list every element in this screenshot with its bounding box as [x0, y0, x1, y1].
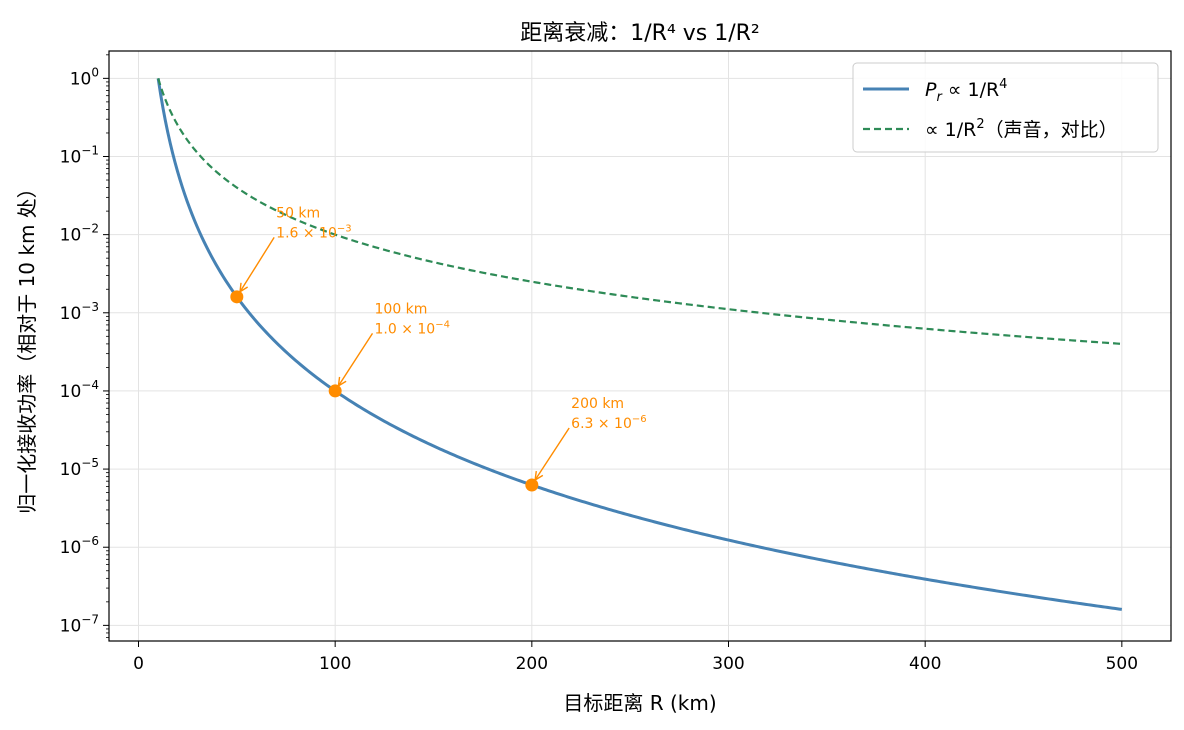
y-tick-label: 10−5: [60, 456, 99, 480]
y-tick-base: 10: [60, 147, 82, 167]
legend-text-part: （声音，对比）: [985, 119, 1118, 141]
y-tick-exponent: −6: [81, 534, 99, 548]
y-tick-base: 10: [60, 538, 82, 558]
y-tick-label: 10−7: [60, 612, 99, 636]
legend-text-part: ∝ 1/R: [942, 79, 999, 101]
y-tick-base: 10: [70, 69, 92, 89]
y-tick-exponent: −1: [81, 143, 99, 157]
annotation-arrow-line: [239, 237, 275, 293]
legend-text-part: P: [925, 79, 937, 101]
y-tick-exponent: 0: [91, 65, 99, 79]
annotation-value-label: 6.3 × 10−6: [571, 414, 646, 432]
annotation-value-exponent: −4: [435, 319, 450, 330]
legend-text-sub: r: [936, 90, 943, 105]
annotation-distance-label: 200 km: [571, 396, 624, 412]
x-tick-label: 100: [319, 654, 351, 674]
annotation-arrow-line: [337, 333, 374, 387]
y-tick-base: 10: [60, 616, 82, 636]
y-tick-base: 10: [60, 382, 82, 402]
y-tick-label: 100: [70, 65, 99, 89]
data-point-marker: [525, 478, 539, 492]
y-tick-exponent: −5: [81, 456, 99, 470]
y-tick-exponent: −2: [81, 222, 99, 236]
annotation-arrow-line: [534, 427, 570, 481]
annotation-distance-label: 100 km: [375, 301, 428, 317]
annotation-value-exponent: −3: [337, 223, 352, 234]
y-tick-base: 10: [60, 304, 82, 324]
x-tick-label: 0: [133, 654, 144, 674]
annotation-value-label: 1.6 × 10−3: [276, 223, 351, 241]
plot-frame: [108, 50, 1172, 642]
grid: [109, 51, 1171, 641]
x-tick-label: 500: [1106, 654, 1138, 674]
y-tick-exponent: −4: [81, 378, 99, 392]
legend-text-part: ∝ 1/R: [925, 119, 976, 141]
y-tick-label: 10−2: [60, 222, 99, 246]
y-tick-label: 10−6: [60, 534, 99, 558]
x-tick-label: 400: [909, 654, 941, 674]
y-tick-base: 10: [60, 226, 82, 246]
series-layer: [156, 78, 1123, 611]
legend-text-sup: 2: [976, 117, 984, 132]
data-point-marker: [328, 384, 342, 398]
annotation-value-label: 1.0 × 10−4: [375, 319, 450, 337]
x-axis: 0 100 200 300 400 500: [133, 641, 1138, 674]
annotation-value-base: 6.3 × 10: [571, 416, 632, 432]
legend-label-1: Pr ∝ 1/R4: [925, 77, 1007, 105]
x-tick-label: 300: [712, 654, 744, 674]
y-tick-exponent: −7: [81, 612, 99, 626]
y-tick-label: 10−4: [60, 378, 99, 402]
series-line-2: [157, 78, 1122, 345]
legend: Pr ∝ 1/R4∝ 1/R2（声音，对比）: [852, 62, 1159, 153]
data-point-marker: [230, 290, 244, 304]
y-tick-label: 10−1: [60, 143, 99, 167]
annotation-distance-label: 50 km: [276, 205, 320, 221]
series-line-1: [156, 78, 1123, 611]
legend-text-sup: 4: [999, 77, 1007, 92]
x-tick-label: 200: [516, 654, 548, 674]
y-tick-base: 10: [60, 460, 82, 480]
annotation-value-base: 1.0 × 10: [375, 321, 436, 337]
annotations: 50 km 1.6 × 10−3 100 km 1.0 × 10−4 200 km 6.3…: [230, 205, 647, 492]
y-tick-exponent: −3: [81, 300, 99, 314]
annotation-value-exponent: −6: [632, 414, 647, 425]
legend-box: [852, 62, 1159, 153]
annotation-value-base: 1.6 × 10: [276, 225, 337, 241]
y-tick-label: 10−3: [60, 300, 99, 324]
chart-title: 距离衰减：1/R⁴ vs 1/R²: [520, 21, 760, 46]
x-axis-title: 目标距离 R (km): [563, 691, 716, 715]
legend-label-2: ∝ 1/R2（声音，对比）: [925, 117, 1118, 141]
y-axis-title: 归一化接收功率（相对于 10 km 处）: [15, 178, 39, 514]
